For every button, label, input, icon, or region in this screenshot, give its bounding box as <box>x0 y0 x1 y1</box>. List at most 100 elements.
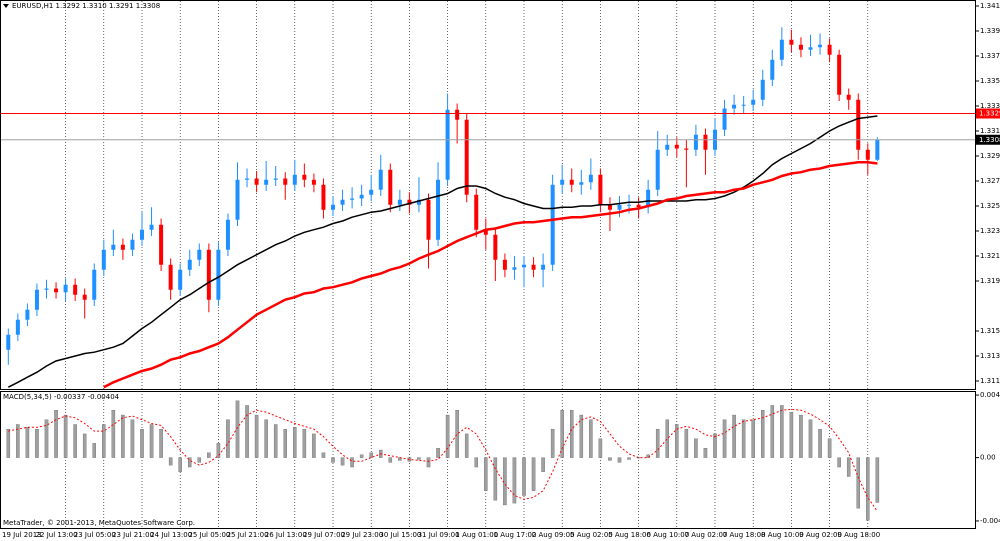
macd-bar <box>388 457 393 463</box>
x-tick-label: 5 Aug 02:00 <box>570 531 613 539</box>
macd-signal <box>8 408 878 512</box>
candle-body <box>159 224 164 265</box>
candle-body <box>808 47 813 50</box>
macd-bar <box>235 400 240 458</box>
price-label-box <box>976 134 1000 145</box>
macd-bar <box>751 419 755 458</box>
macd-bar <box>655 428 660 458</box>
candle-body <box>130 239 135 250</box>
x-tick-label: 29 Jul 23:00 <box>341 531 383 539</box>
candle-body <box>512 267 517 270</box>
macd-bar <box>617 457 622 463</box>
macd-bar <box>245 405 249 458</box>
menu-icon <box>3 4 9 8</box>
macd-bar <box>216 443 221 458</box>
macd-bar <box>197 457 202 463</box>
y-tick-label: 0.0047 <box>980 391 1000 399</box>
macd-bar <box>770 405 775 458</box>
candle-body <box>120 244 125 250</box>
candle-body <box>168 264 173 290</box>
candle-body <box>292 174 297 185</box>
candle-body <box>751 99 756 105</box>
macd-bar <box>436 448 440 458</box>
candle-body <box>407 199 412 205</box>
candle-body <box>722 108 727 130</box>
macd-bar <box>722 419 727 458</box>
y-tick-label: 1.3115 <box>980 377 1000 385</box>
x-tick-label: 1 Aug 01:00 <box>455 531 498 539</box>
candle-body <box>44 288 49 290</box>
macd-bar <box>25 427 30 458</box>
y-tick-label: 1.3355 <box>980 77 1000 85</box>
candle-body <box>82 294 87 300</box>
macd-bar <box>102 424 106 458</box>
candle-body <box>369 189 374 195</box>
macd-bar <box>598 438 603 458</box>
macd-bar <box>713 433 717 458</box>
macd-bar <box>130 419 135 458</box>
x-tick-label: 25 Jul 21:00 <box>227 531 269 539</box>
macd-bar <box>207 452 211 458</box>
candle-body <box>779 39 784 60</box>
macd-bar <box>522 457 526 496</box>
candle-body <box>760 79 765 100</box>
candle-body <box>856 99 861 150</box>
macd-bar <box>789 411 794 458</box>
candle-body <box>464 119 469 195</box>
macd-bar <box>35 428 39 458</box>
x-tick-label: 22 Jul 13:00 <box>36 531 78 539</box>
macd-bar <box>359 454 364 458</box>
candle-body <box>359 194 364 199</box>
candle-body <box>741 104 746 106</box>
candle-body <box>426 199 431 240</box>
macd-bar <box>44 419 49 458</box>
candle-body <box>636 204 641 208</box>
x-tick-label: 23 Jul 05:00 <box>74 531 116 539</box>
y-tick-label: 1.3295 <box>980 152 1000 160</box>
y-tick-label: -0.00476 <box>980 517 1000 525</box>
y-tick-label: 1.3135 <box>980 352 1000 360</box>
candle-body <box>865 149 870 160</box>
candle-body <box>397 199 402 205</box>
candle-body <box>474 194 479 230</box>
candle-body <box>25 309 30 320</box>
macd-bar <box>331 457 335 463</box>
macd-bar <box>875 457 880 503</box>
candle-body <box>6 334 11 350</box>
macd-panel <box>0 391 976 529</box>
candle-body <box>827 44 832 55</box>
macd-bar <box>560 410 564 458</box>
candle-body <box>340 199 345 205</box>
candle-body <box>34 289 39 310</box>
macd-bar <box>665 419 670 458</box>
macd-bar <box>732 414 736 458</box>
macd-bar <box>63 414 68 458</box>
macd-bar <box>464 433 469 458</box>
macd-bar <box>121 414 125 458</box>
y-tick-label: 1.3395 <box>980 27 1000 35</box>
macd-bar <box>684 428 689 458</box>
macd-bar <box>503 457 507 506</box>
macd-bar <box>608 457 612 461</box>
moving-average <box>7 115 878 388</box>
macd-bar <box>302 428 307 458</box>
candle-body <box>378 169 383 190</box>
candle-body <box>101 249 106 270</box>
candle-body <box>665 144 670 150</box>
candle-body <box>674 144 679 149</box>
candle-body <box>350 198 355 200</box>
candle-body <box>63 284 68 293</box>
candle-body <box>541 264 546 270</box>
candle-body <box>569 179 574 185</box>
x-tick-label: 9 Aug 02:00 <box>799 531 842 539</box>
x-tick-label: 30 Jul 15:00 <box>379 531 421 539</box>
macd-bar <box>741 419 746 458</box>
candle-body <box>617 204 622 210</box>
macd-bar <box>264 419 268 458</box>
x-tick-label: 24 Jul 13:00 <box>150 531 192 539</box>
candle-body <box>627 204 632 206</box>
macd-bar <box>589 419 593 458</box>
candle-body <box>837 54 842 95</box>
candle-body <box>54 288 59 293</box>
